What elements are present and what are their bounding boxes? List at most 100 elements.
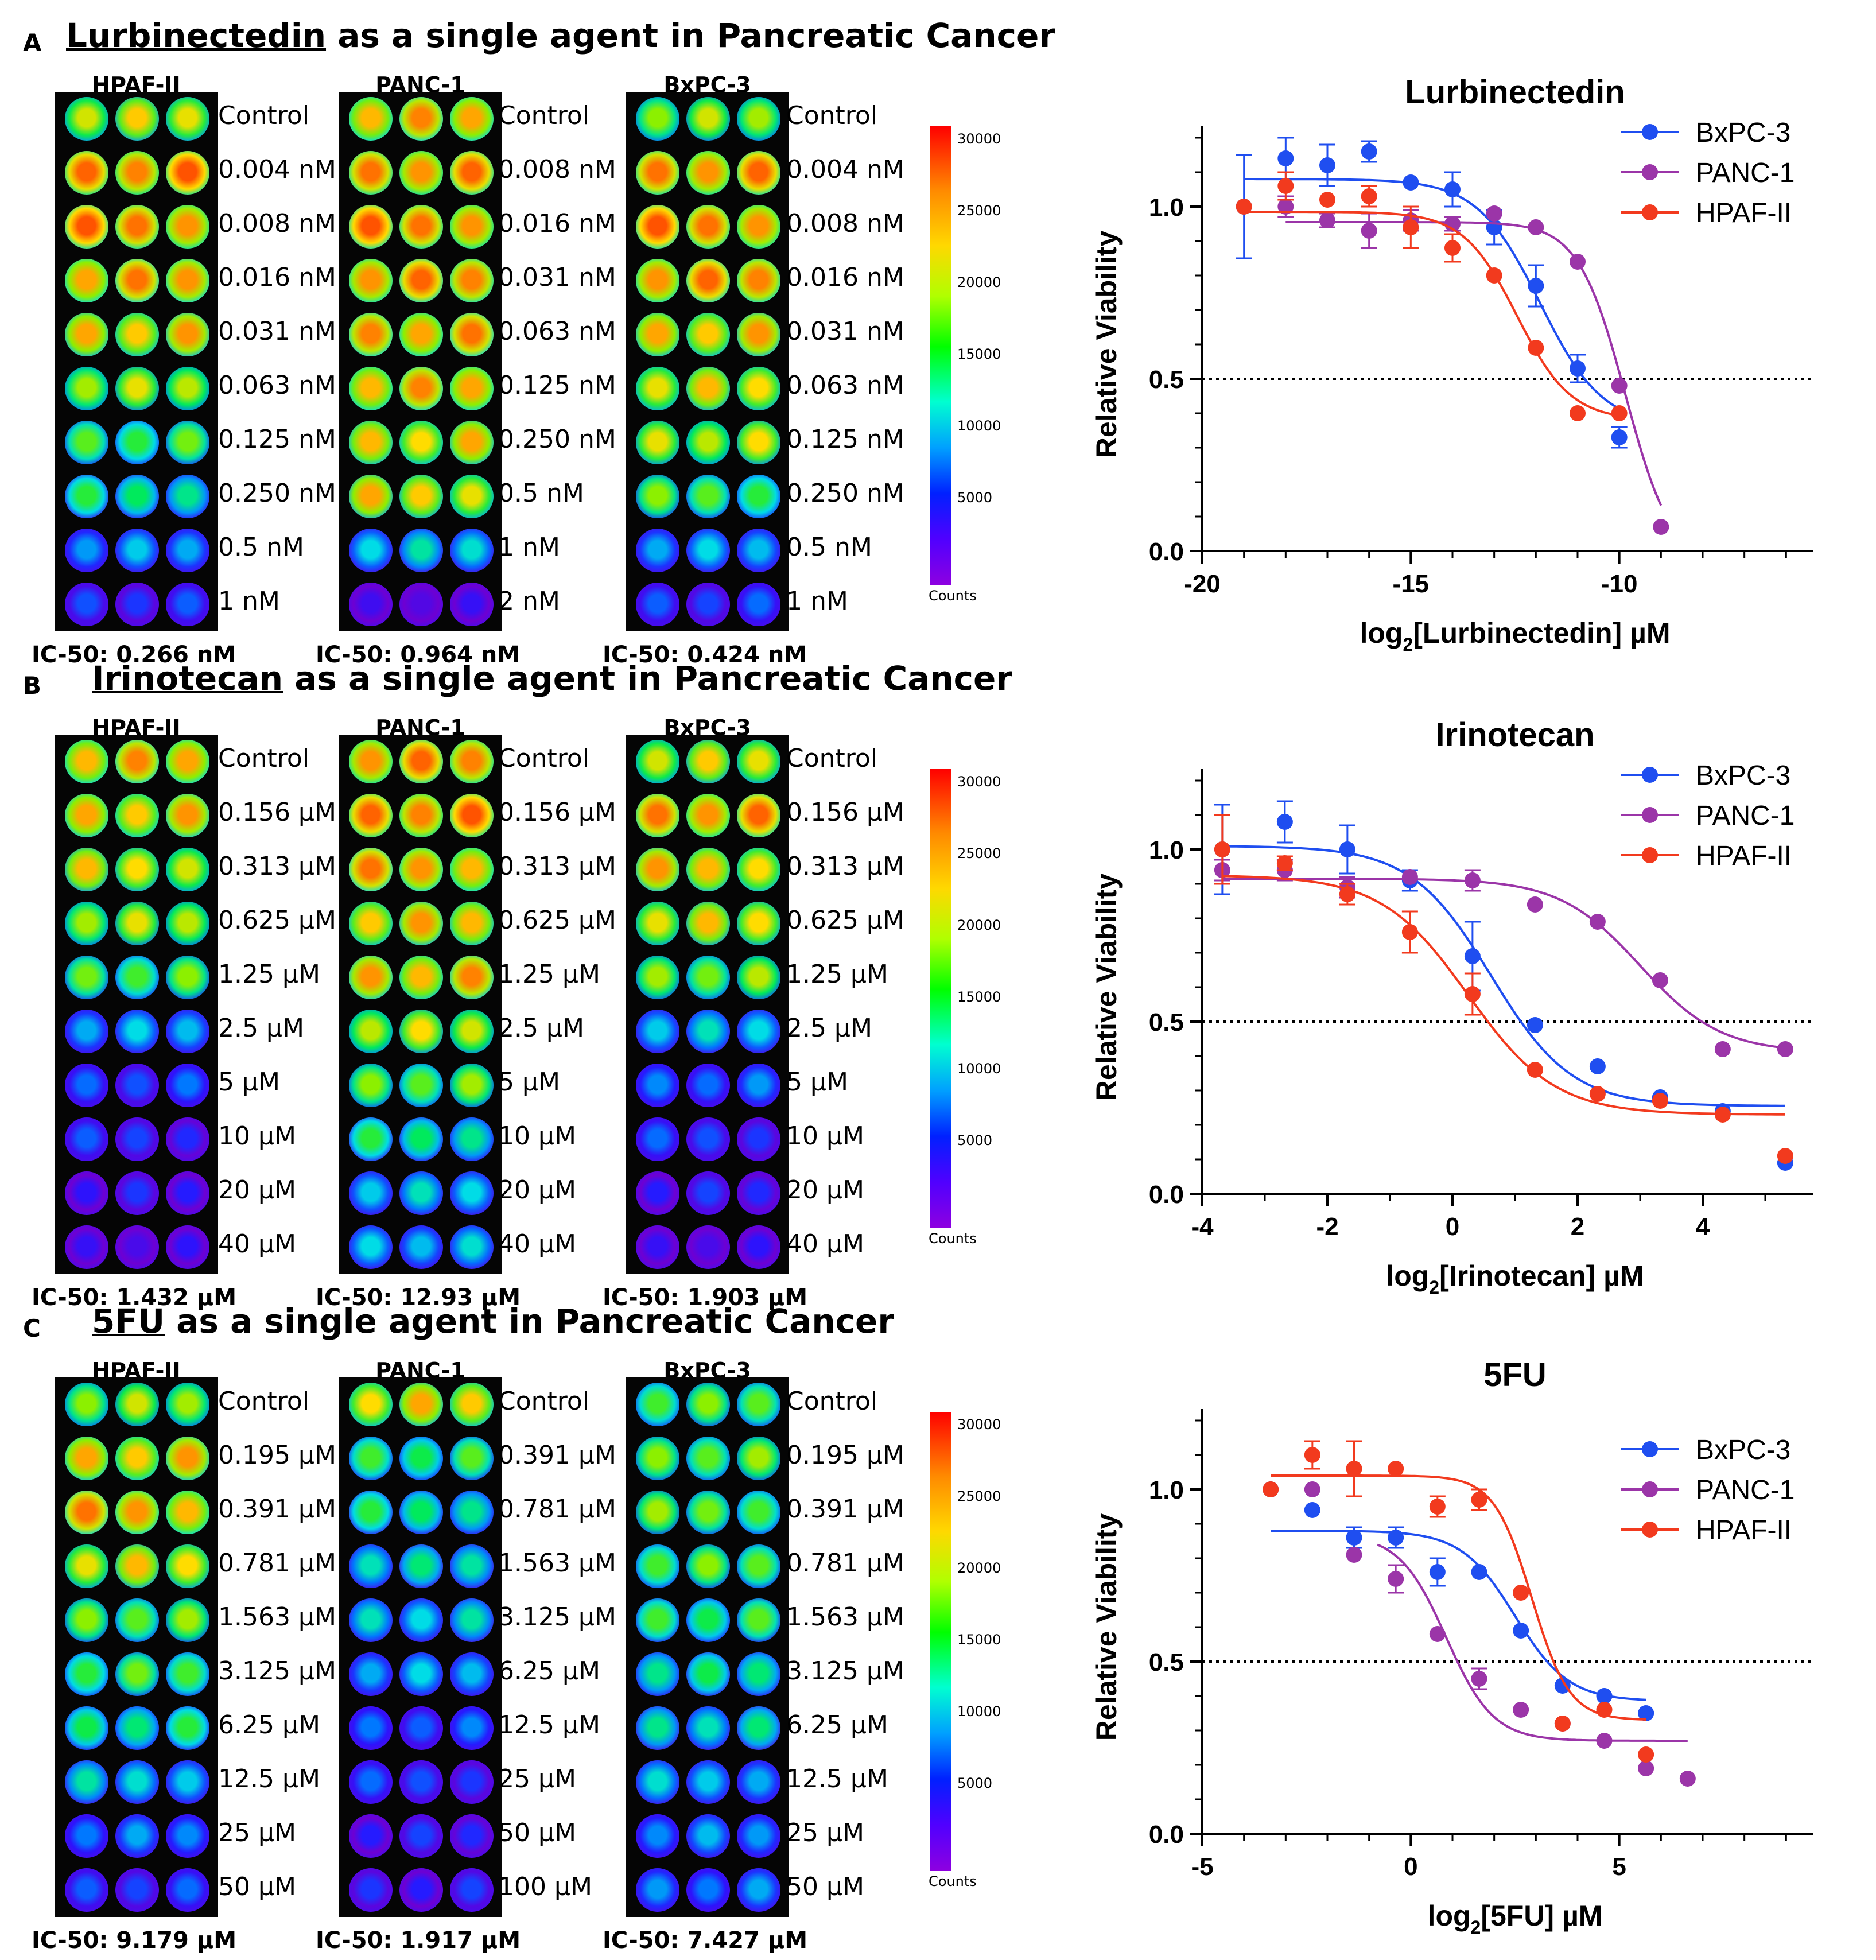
well-spot: [686, 902, 730, 945]
well-spot: [636, 1225, 679, 1269]
well-spot: [115, 902, 159, 945]
well-spot: [737, 205, 780, 249]
data-point-PANC-1: [1714, 1041, 1731, 1057]
well-spot: [65, 1814, 108, 1858]
data-point-HPAF-II: [1388, 1461, 1404, 1477]
well-spot: [686, 1868, 730, 1912]
concentration-label: Control: [786, 1387, 878, 1416]
well-spot: [450, 1225, 494, 1269]
well-spot: [636, 1868, 679, 1912]
data-point-PANC-1: [1570, 254, 1586, 270]
fit-curve-PANC-1: [1222, 878, 1786, 1049]
data-point-PANC-1: [1653, 519, 1669, 535]
concentration-label: 50 µM: [498, 1818, 576, 1848]
well-spot: [737, 1491, 780, 1534]
colorbar-tick-label: 5000: [957, 1132, 993, 1148]
well-spot: [349, 97, 393, 141]
well-spot: [737, 902, 780, 945]
x-tick-label: 0: [1446, 1213, 1459, 1241]
well-spot: [686, 367, 730, 410]
y-axis-label: Relative Viability: [1090, 1513, 1123, 1741]
well-spot: [65, 848, 108, 891]
concentration-label: 0.016 nM: [786, 263, 904, 292]
concentration-label: Control: [498, 744, 590, 773]
well-spot: [737, 97, 780, 141]
concentration-label: 1.563 µM: [218, 1602, 336, 1632]
data-point-HPAF-II: [1339, 886, 1355, 902]
well-spot: [636, 421, 679, 464]
well-spot: [636, 1652, 679, 1696]
concentration-label: 0.156 µM: [218, 798, 336, 827]
concentration-label: 6.25 µM: [786, 1710, 888, 1740]
well-spot: [65, 313, 108, 356]
well-spot: [349, 475, 393, 518]
fit-curve-HPAF-II: [1244, 211, 1620, 417]
colorbar-tick-label: 25000: [957, 1488, 1001, 1504]
legend-marker: [1642, 1522, 1658, 1538]
colorbar-tick-label: 20000: [957, 1560, 1001, 1576]
concentration-label: 0.125 nM: [498, 371, 616, 400]
well-spot: [399, 794, 443, 837]
well-plate-image: [55, 735, 218, 1274]
well-spot: [636, 313, 679, 356]
data-point-BxPC-3: [1611, 429, 1628, 445]
well-spot: [65, 902, 108, 945]
well-spot: [115, 583, 159, 626]
x-tick-label: -10: [1601, 570, 1638, 598]
y-tick-label: 1.0: [1149, 193, 1184, 222]
well-spot: [115, 1814, 159, 1858]
well-spot: [115, 1544, 159, 1588]
well-spot: [636, 1491, 679, 1534]
well-spot: [115, 1706, 159, 1750]
well-spot: [399, 421, 443, 464]
x-axis-label-subscript: 2: [1471, 1917, 1481, 1938]
colorbar-tick-label: 15000: [957, 346, 1001, 362]
concentration-label: 100 µM: [498, 1872, 592, 1901]
concentration-label: 1.25 µM: [786, 960, 888, 989]
well-spot: [450, 1064, 494, 1107]
well-spot: [115, 1598, 159, 1642]
well-spot: [636, 151, 679, 195]
concentration-label: Control: [786, 744, 878, 773]
data-point-PANC-1: [1304, 1481, 1320, 1497]
y-tick-label: 0.5: [1149, 366, 1184, 394]
well-spot: [636, 956, 679, 999]
data-point-PANC-1: [1388, 1571, 1404, 1587]
data-point-HPAF-II: [1611, 405, 1628, 421]
well-spot: [450, 1491, 494, 1534]
legend-marker: [1642, 204, 1658, 220]
colorbar-tick-label: 10000: [957, 1703, 1001, 1720]
well-spot: [65, 740, 108, 783]
well-spot: [686, 1437, 730, 1480]
concentration-label: 50 µM: [786, 1872, 864, 1901]
concentration-label: 5 µM: [786, 1068, 848, 1097]
colorbar: [930, 1412, 951, 1871]
well-spot: [636, 97, 679, 141]
well-spot: [636, 1064, 679, 1107]
legend-label: BxPC-3: [1696, 1435, 1790, 1465]
well-spot: [115, 1064, 159, 1107]
x-tick-label: -20: [1184, 570, 1221, 598]
x-axis-label-rest: [Irinotecan] µM: [1439, 1260, 1644, 1292]
concentration-label: 0.625 µM: [786, 906, 904, 935]
well-spot: [115, 1437, 159, 1480]
data-point-PANC-1: [1429, 1626, 1446, 1642]
data-point-PANC-1: [1777, 1041, 1793, 1057]
well-spot: [166, 259, 209, 302]
panel-title-drug: Irinotecan: [92, 659, 283, 698]
concentration-label: 0.625 µM: [498, 906, 616, 935]
well-spot: [399, 367, 443, 410]
well-spot: [115, 421, 159, 464]
well-spot: [115, 794, 159, 837]
data-point-HPAF-II: [1638, 1746, 1654, 1763]
concentration-label: 0.391 µM: [786, 1495, 904, 1524]
colorbar-tick-label: 10000: [957, 1061, 1001, 1077]
well-spot: [636, 1117, 679, 1161]
well-spot: [399, 740, 443, 783]
well-spot: [737, 848, 780, 891]
well-spot: [399, 1814, 443, 1858]
well-spot: [166, 313, 209, 356]
well-spot: [349, 421, 393, 464]
data-point-BxPC-3: [1429, 1564, 1446, 1580]
concentration-label: 2.5 µM: [498, 1014, 584, 1043]
